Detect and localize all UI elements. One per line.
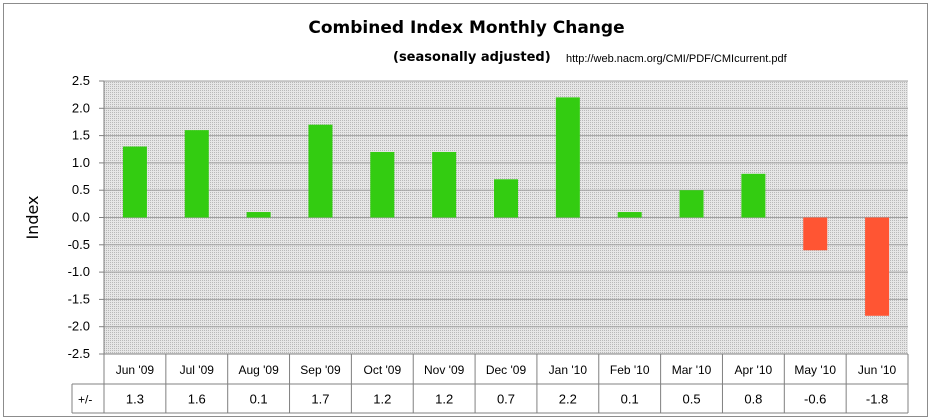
bar-1 (184, 130, 209, 218)
table-value: 1.2 (435, 392, 453, 407)
bar-2 (246, 212, 271, 218)
bar-6 (494, 179, 518, 218)
table-value: 0.5 (682, 392, 700, 407)
table-value: 0.1 (621, 392, 639, 407)
x-tick-label: Feb '10 (610, 363, 650, 377)
bar-10 (741, 173, 766, 218)
bar-3 (308, 124, 333, 218)
table-value: 1.6 (188, 392, 206, 407)
x-tick-label: Aug '09 (238, 363, 279, 377)
y-tick-label: 2.0 (72, 100, 90, 115)
x-tick-label: Jun '09 (116, 363, 155, 377)
bar-9 (679, 190, 704, 218)
y-tick-label: 1.5 (72, 128, 90, 143)
y-tick-label: -0.5 (68, 237, 90, 252)
x-tick-label: Dec '09 (486, 363, 527, 377)
bar-5 (432, 151, 457, 218)
y-tick-label: 1.0 (72, 155, 90, 170)
bar-0 (122, 146, 147, 218)
y-tick-label: -1.0 (68, 264, 90, 279)
table-value: -1.8 (866, 392, 888, 407)
y-tick-label: -2.5 (68, 346, 90, 361)
x-tick-label: Jun '10 (858, 363, 897, 377)
table-value: 0.1 (250, 392, 268, 407)
bar-12 (865, 217, 890, 316)
x-tick-label: Mar '10 (672, 363, 712, 377)
y-axis-title: Index (23, 195, 42, 239)
x-tick-label: Jan '10 (549, 363, 588, 377)
table-value: 0.8 (744, 392, 762, 407)
bar-8 (617, 212, 642, 218)
chart-subtitle: (seasonally adjusted) (393, 50, 551, 65)
y-tick-label: 0.0 (72, 210, 90, 225)
chart-title: Combined Index Monthly Change (308, 18, 625, 38)
table-value: 2.2 (559, 392, 577, 407)
bar-7 (555, 97, 580, 218)
table-value: 1.3 (126, 392, 144, 407)
source-url: http://web.nacm.org/CMI/PDF/CMIcurrent.p… (566, 53, 787, 65)
table-value: 0.7 (497, 392, 515, 407)
y-tick-label: 0.5 (72, 182, 90, 197)
table-value: -0.6 (804, 392, 826, 407)
y-tick-label: -2.0 (68, 319, 90, 334)
x-tick-label: Nov '09 (424, 363, 465, 377)
x-tick-label: May '10 (794, 363, 836, 377)
x-tick-label: Oct '09 (363, 363, 401, 377)
y-tick-label: -1.5 (68, 291, 90, 306)
x-tick-label: Apr '10 (735, 363, 773, 377)
x-tick-label: Sep '09 (300, 363, 341, 377)
table-value: 1.7 (311, 392, 329, 407)
table-value: 1.2 (373, 392, 391, 407)
x-tick-label: Jul '09 (180, 363, 215, 377)
bar-4 (370, 151, 395, 218)
y-tick-label: 2.5 (72, 73, 90, 88)
table-row-label: +/- (78, 393, 92, 407)
bar-11 (803, 217, 828, 251)
